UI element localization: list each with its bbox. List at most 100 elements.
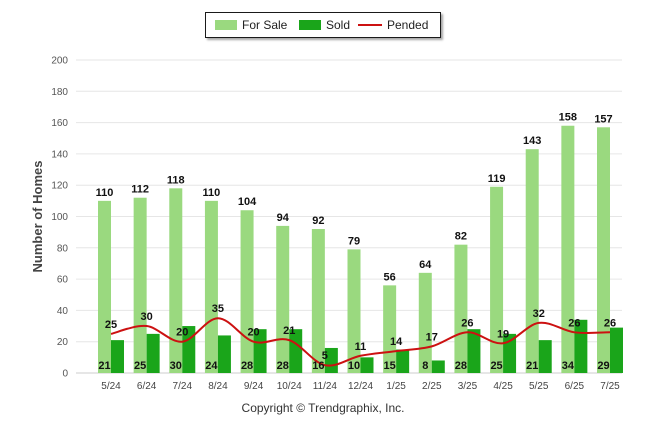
legend-item-for-sale: For Sale <box>215 13 287 37</box>
bar-sold <box>324 347 338 373</box>
y-tick-label: 60 <box>57 275 69 286</box>
data-label-sold: 15 <box>384 360 396 372</box>
y-tick-label: 80 <box>57 243 69 254</box>
data-label-sold: 16 <box>312 360 324 372</box>
data-label-pended: 35 <box>212 303 224 315</box>
bar-sold <box>111 340 124 373</box>
legend-item-sold: Sold <box>299 13 350 37</box>
data-label-for-sale: 56 <box>384 271 396 283</box>
x-tick-label: 11/24 <box>313 381 338 392</box>
data-label-pended: 11 <box>355 341 367 353</box>
x-tick-label: 10/24 <box>277 381 302 392</box>
bar-sold <box>217 335 231 373</box>
legend-label-sold: Sold <box>326 18 351 32</box>
y-tick-label: 140 <box>51 149 68 160</box>
legend-line-pended <box>358 24 382 26</box>
bar-for-sale <box>276 225 290 373</box>
data-label-sold: 10 <box>348 360 360 372</box>
data-label-pended: 26 <box>604 317 616 329</box>
bar-sold <box>360 357 374 373</box>
data-label-pended: 32 <box>533 308 545 320</box>
line-pended <box>110 317 611 367</box>
data-label-for-sale: 92 <box>312 215 324 227</box>
data-label-for-sale: 82 <box>455 231 467 243</box>
bar-sold <box>396 349 410 373</box>
bar-for-sale <box>98 200 111 373</box>
data-label-for-sale: 119 <box>488 173 506 185</box>
bar-for-sale <box>240 210 254 373</box>
bar-sold <box>503 333 517 373</box>
data-label-sold: 34 <box>562 360 575 372</box>
y-axis-title: Number of Homes <box>30 161 45 273</box>
data-label-for-sale: 64 <box>419 259 432 271</box>
data-label-for-sale: 157 <box>594 113 612 125</box>
data-label-for-sale: 158 <box>559 112 577 124</box>
data-label-pended: 21 <box>283 325 295 337</box>
data-label-for-sale: 143 <box>523 135 541 147</box>
bar-for-sale <box>525 149 539 373</box>
legend-label-for-sale: For Sale <box>242 18 288 32</box>
x-tick-label: 7/25 <box>600 381 620 392</box>
legend-label-pended: Pended <box>387 18 429 32</box>
x-tick-label: 6/25 <box>565 381 585 392</box>
bar-sold <box>431 360 445 373</box>
bar-for-sale <box>311 229 325 373</box>
bar-for-sale <box>347 249 361 373</box>
data-label-pended: 30 <box>141 311 153 323</box>
data-label-pended: 25 <box>105 319 117 331</box>
bar-for-sale <box>204 200 218 373</box>
bar-sold <box>467 329 481 373</box>
x-tick-label: 5/25 <box>529 381 549 392</box>
x-tick-label: 12/24 <box>348 381 373 392</box>
copyright-text: Copyright © Trendgraphix, Inc. <box>241 401 405 415</box>
bar-sold <box>253 329 267 373</box>
y-tick-label: 120 <box>51 181 68 192</box>
data-label-pended: 26 <box>568 317 580 329</box>
legend: For Sale Sold Pended <box>205 12 441 38</box>
data-label-pended: 14 <box>390 336 403 348</box>
data-label-sold: 21 <box>526 360 538 372</box>
y-tick-label: 0 <box>62 369 68 380</box>
y-tick-label: 180 <box>51 87 68 98</box>
data-label-sold: 25 <box>134 360 146 372</box>
x-tick-label: 6/24 <box>137 381 157 392</box>
bar-for-sale <box>454 244 468 373</box>
data-label-pended: 20 <box>176 327 188 339</box>
y-tick-label: 100 <box>51 212 68 223</box>
data-label-pended: 5 <box>322 350 328 362</box>
bar-for-sale <box>418 272 432 373</box>
bar-for-sale <box>133 197 147 373</box>
data-label-for-sale: 94 <box>277 212 290 224</box>
bar-sold <box>610 327 623 373</box>
data-label-for-sale: 110 <box>203 187 221 199</box>
data-label-for-sale: 118 <box>167 174 185 186</box>
data-label-for-sale: 104 <box>238 196 257 208</box>
bar-for-sale <box>490 186 504 373</box>
bar-for-sale <box>169 188 183 373</box>
data-label-sold: 29 <box>597 360 609 372</box>
bar-sold <box>146 333 160 373</box>
data-label-sold: 28 <box>277 360 289 372</box>
data-label-pended: 20 <box>247 327 259 339</box>
data-label-pended: 19 <box>497 328 509 340</box>
data-label-sold: 24 <box>205 360 218 372</box>
bar-for-sale <box>561 125 575 373</box>
data-label-sold: 25 <box>490 360 502 372</box>
bar-sold <box>289 329 303 373</box>
bar-for-sale <box>597 127 610 373</box>
y-tick-label: 20 <box>57 337 69 348</box>
x-tick-label: 9/24 <box>244 381 264 392</box>
bar-sold <box>538 340 552 373</box>
y-tick-label: 40 <box>57 306 69 317</box>
data-label-sold: 28 <box>241 360 253 372</box>
data-label-sold: 30 <box>170 360 182 372</box>
x-tick-label: 3/25 <box>458 381 478 392</box>
data-label-pended: 26 <box>461 317 473 329</box>
data-label-sold: 8 <box>422 360 428 372</box>
data-label-sold: 28 <box>455 360 467 372</box>
legend-item-pended: Pended <box>358 13 428 37</box>
data-label-for-sale: 110 <box>96 187 114 199</box>
legend-swatch-for-sale <box>215 20 237 30</box>
x-tick-label: 1/25 <box>386 381 406 392</box>
